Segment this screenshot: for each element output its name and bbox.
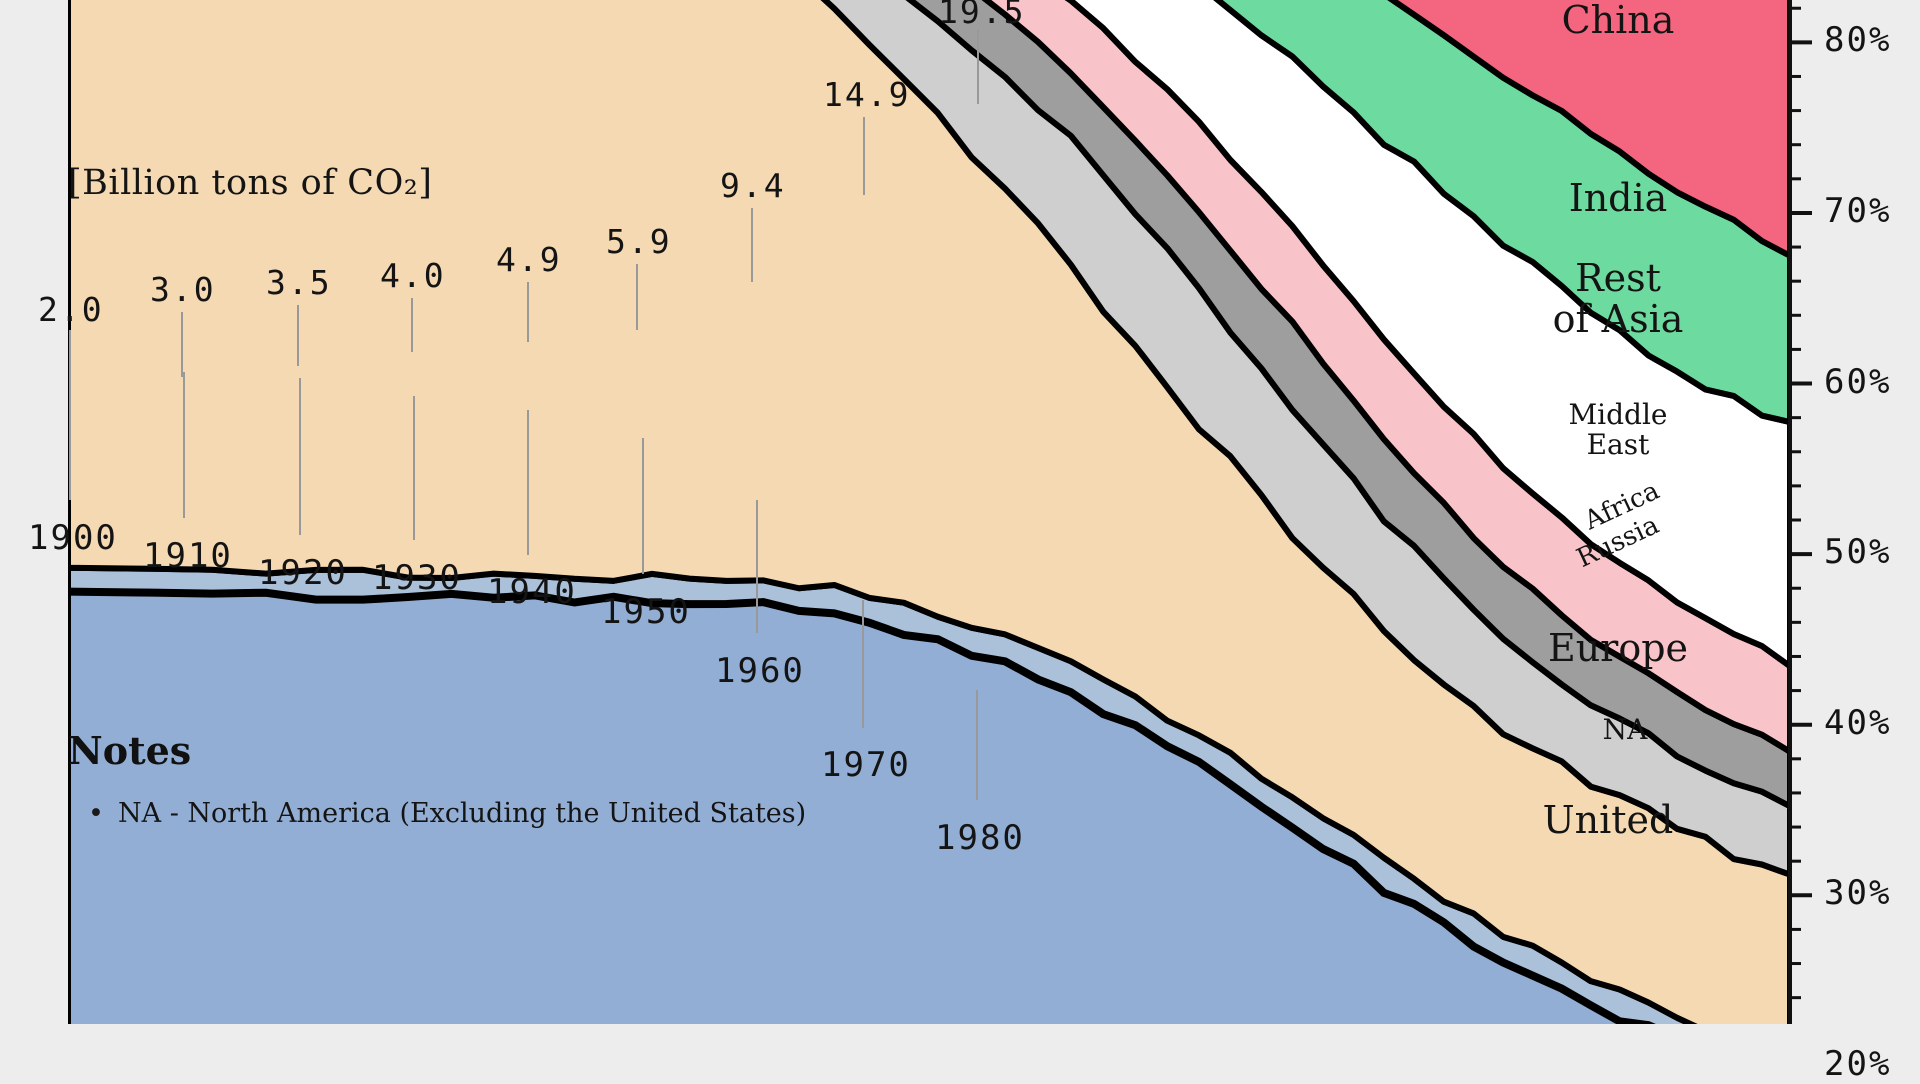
region-label-china: China [1561,0,1675,42]
x-axis-year-label: 1930 [372,558,462,598]
region-label-rest-of-asia: Rest of Asia [1552,256,1684,342]
region-label-united-states: United [1542,798,1674,842]
total-value-label: 4.0 [380,256,446,295]
region-label-middle-east: Middle East [1568,398,1668,462]
total-value-label: 9.4 [720,166,786,205]
x-axis-year-label: 1970 [821,745,911,785]
baseline [67,587,1656,1024]
left-margin-mask [0,0,68,1024]
x-axis-year-label: 1980 [935,818,1025,858]
x-axis-year-label: 1910 [143,536,233,576]
region-label-india: India [1568,176,1668,220]
y-axis-tick-label: 60% [1824,361,1892,402]
y-axis-tick-label: 70% [1824,190,1892,231]
notes-bullet-icon: • [88,798,104,829]
total-value-label: 3.0 [150,270,216,309]
total-value-label: 19.5 [938,0,1026,31]
x-axis-year-label: 1960 [715,651,805,691]
notes-heading: Notes [68,728,192,773]
x-axis-year-label: 1920 [258,553,348,593]
area-eu [65,0,1793,1024]
y-axis-tick-label: 50% [1824,532,1892,573]
total-value-label: 5.9 [606,222,672,261]
total-value-label: 3.5 [266,263,332,302]
total-value-label: 14.9 [823,75,911,114]
y-axis-tick-label: 80% [1824,20,1892,61]
y-axis-tick-label: 20% [1824,1043,1892,1084]
total-value-label: 2.0 [38,290,104,329]
region-label-na: NA [1602,713,1648,746]
x-axis-year-label: 1950 [601,592,691,632]
x-axis-year-label: 1940 [487,572,577,612]
total-value-label: 4.9 [496,240,562,279]
right-margin-mask [1790,0,1920,1024]
axis-unit-label: [Billion tons of CO₂] [68,163,433,203]
x-axis-year-label: 1900 [28,518,118,558]
notes-item: NA - North America (Excluding the United… [118,798,807,829]
stacked-area-chart [0,0,1920,1024]
region-label-europe: Europe [1547,626,1689,670]
y-axis-tick-label: 30% [1824,873,1892,914]
y-axis-tick-label: 40% [1824,702,1892,743]
